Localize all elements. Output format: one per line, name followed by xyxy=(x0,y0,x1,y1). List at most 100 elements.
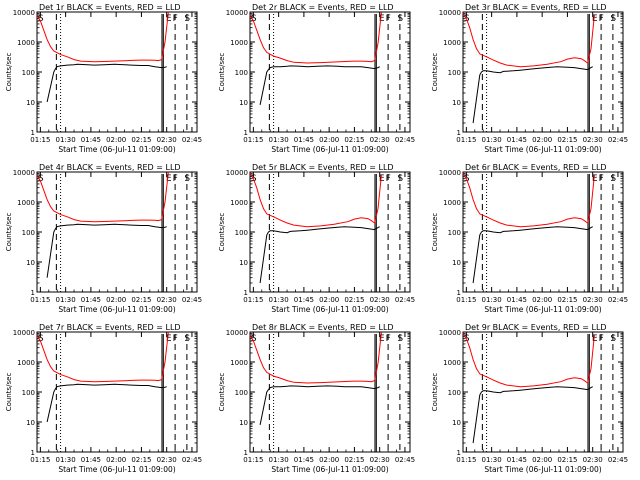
series-line-lld xyxy=(462,13,595,68)
x-tick-label: 02:45 xyxy=(182,456,202,464)
x-tick-label: 02:15 xyxy=(557,296,577,304)
x-tick-label: 02:45 xyxy=(395,296,415,304)
event-marker-label: E xyxy=(379,334,385,344)
chart-panel-4: Det 4r BLACK = Events, RED = LLD 1 10 100 10… xyxy=(5,163,202,314)
event-marker-label: E xyxy=(379,14,385,24)
x-tick-label: 02:00 xyxy=(532,456,552,464)
x-tick-label: 01:15 xyxy=(243,136,263,144)
series-line-lld xyxy=(36,171,169,223)
x-tick-label: 02:15 xyxy=(557,456,577,464)
x-tick-label: 02:30 xyxy=(583,456,603,464)
x-tick-label: 02:00 xyxy=(532,296,552,304)
x-tick-label: 01:45 xyxy=(81,296,101,304)
y-tick-label: 10 xyxy=(26,419,35,427)
event-marker-label: S xyxy=(184,174,190,184)
x-tick-label: 01:30 xyxy=(56,296,76,304)
chart-panel-1: Det 1r BLACK = Events, RED = LLD 1 10 100 10… xyxy=(5,3,202,154)
event-marker-label: F xyxy=(599,334,604,344)
x-tick-label: 01:45 xyxy=(81,136,101,144)
y-tick-label: 10 xyxy=(239,259,248,267)
event-marker-label: F xyxy=(173,334,178,344)
y-tick-label: 1000 xyxy=(17,199,35,207)
series-line-events xyxy=(259,65,380,105)
chart-title: Det 1r BLACK = Events, RED = LLD xyxy=(39,3,181,12)
x-tick-label: 01:30 xyxy=(482,296,502,304)
x-axis-label: Start Time (06-Jul-11 01:09:00) xyxy=(58,305,175,314)
x-axis-label: Start Time (06-Jul-11 01:09:00) xyxy=(271,145,388,154)
x-axis-label: Start Time (06-Jul-11 01:09:00) xyxy=(58,465,175,474)
y-tick-label: 100 xyxy=(22,69,35,77)
y-tick-label: 10 xyxy=(26,259,35,267)
chart-panel-3: Det 3r BLACK = Events, RED = LLD 1 10 100 10… xyxy=(431,3,628,154)
x-tick-label: 02:30 xyxy=(370,456,390,464)
y-tick-label: 100 xyxy=(22,389,35,397)
x-tick-label: 02:15 xyxy=(131,456,151,464)
y-tick-label: 10 xyxy=(239,99,248,107)
event-marker-label: E xyxy=(379,174,385,184)
x-tick-label: 01:30 xyxy=(482,136,502,144)
x-tick-label: 02:30 xyxy=(157,456,177,464)
series-line-events xyxy=(46,63,167,103)
y-tick-label: 100 xyxy=(448,69,461,77)
event-marker-label: S xyxy=(397,14,403,24)
x-tick-label: 02:30 xyxy=(370,136,390,144)
y-tick-label: 100 xyxy=(235,69,248,77)
series-line-events xyxy=(259,226,380,284)
y-tick-label: 1000 xyxy=(17,359,35,367)
chart-panel-2: Det 2r BLACK = Events, RED = LLD 1 10 100 10… xyxy=(218,3,415,154)
chart-panel-6: Det 6r BLACK = Events, RED = LLD 1 10 100 10… xyxy=(431,163,628,314)
x-tick-label: 01:30 xyxy=(269,456,289,464)
x-axis-label: Start Time (06-Jul-11 01:09:00) xyxy=(484,305,601,314)
y-axis-label: Counts/sec xyxy=(5,213,13,252)
x-tick-label: 02:15 xyxy=(557,136,577,144)
chart-title: Det 7r BLACK = Events, RED = LLD xyxy=(39,323,181,332)
event-marker-label: S xyxy=(38,174,44,184)
y-tick-label: 100 xyxy=(235,389,248,397)
y-tick-label: 100 xyxy=(235,229,248,237)
x-tick-label: 02:45 xyxy=(395,456,415,464)
y-tick-label: 1 xyxy=(31,129,35,137)
x-tick-label: 02:45 xyxy=(608,136,628,144)
y-tick-label: 1 xyxy=(457,289,461,297)
y-tick-label: 10000 xyxy=(226,169,248,177)
series-line-events xyxy=(259,385,380,425)
x-axis-label: Start Time (06-Jul-11 01:09:00) xyxy=(271,465,388,474)
x-axis-label: Start Time (06-Jul-11 01:09:00) xyxy=(58,145,175,154)
y-tick-label: 10000 xyxy=(13,169,35,177)
x-tick-label: 01:15 xyxy=(456,296,476,304)
series-line-lld xyxy=(249,173,382,228)
series-line-events xyxy=(472,66,593,124)
y-tick-label: 1 xyxy=(31,449,35,457)
y-tick-label: 100 xyxy=(448,389,461,397)
x-tick-label: 02:15 xyxy=(344,296,364,304)
x-tick-label: 01:45 xyxy=(507,136,527,144)
y-tick-label: 1 xyxy=(244,449,248,457)
y-tick-label: 10 xyxy=(452,259,461,267)
chart-title: Det 6r BLACK = Events, RED = LLD xyxy=(465,163,607,172)
chart-panel-8: Det 8r BLACK = Events, RED = LLD 1 10 100 10… xyxy=(218,323,415,474)
y-tick-label: 1000 xyxy=(17,39,35,47)
event-marker-label: S xyxy=(397,334,403,344)
x-tick-label: 01:30 xyxy=(56,136,76,144)
y-tick-label: 1 xyxy=(457,129,461,137)
x-axis-label: Start Time (06-Jul-11 01:09:00) xyxy=(484,465,601,474)
x-tick-label: 02:15 xyxy=(344,136,364,144)
y-tick-label: 10000 xyxy=(226,9,248,17)
x-tick-label: 02:15 xyxy=(344,456,364,464)
x-tick-label: 01:15 xyxy=(243,456,263,464)
chart-panel-7: Det 7r BLACK = Events, RED = LLD 1 10 100 10… xyxy=(5,323,202,474)
x-tick-label: 02:45 xyxy=(182,136,202,144)
chart-title: Det 2r BLACK = Events, RED = LLD xyxy=(252,3,394,12)
series-line-events xyxy=(46,223,167,278)
chart-panel-9: Det 9r BLACK = Events, RED = LLD 1 10 100 10… xyxy=(431,323,628,474)
series-line-lld xyxy=(249,332,382,384)
event-marker-label: E xyxy=(592,334,598,344)
x-tick-label: 02:30 xyxy=(583,136,603,144)
y-tick-label: 10 xyxy=(239,419,248,427)
y-tick-label: 10 xyxy=(26,99,35,107)
x-tick-label: 02:00 xyxy=(532,136,552,144)
event-marker-label: S xyxy=(251,334,257,344)
x-tick-label: 02:00 xyxy=(106,456,126,464)
